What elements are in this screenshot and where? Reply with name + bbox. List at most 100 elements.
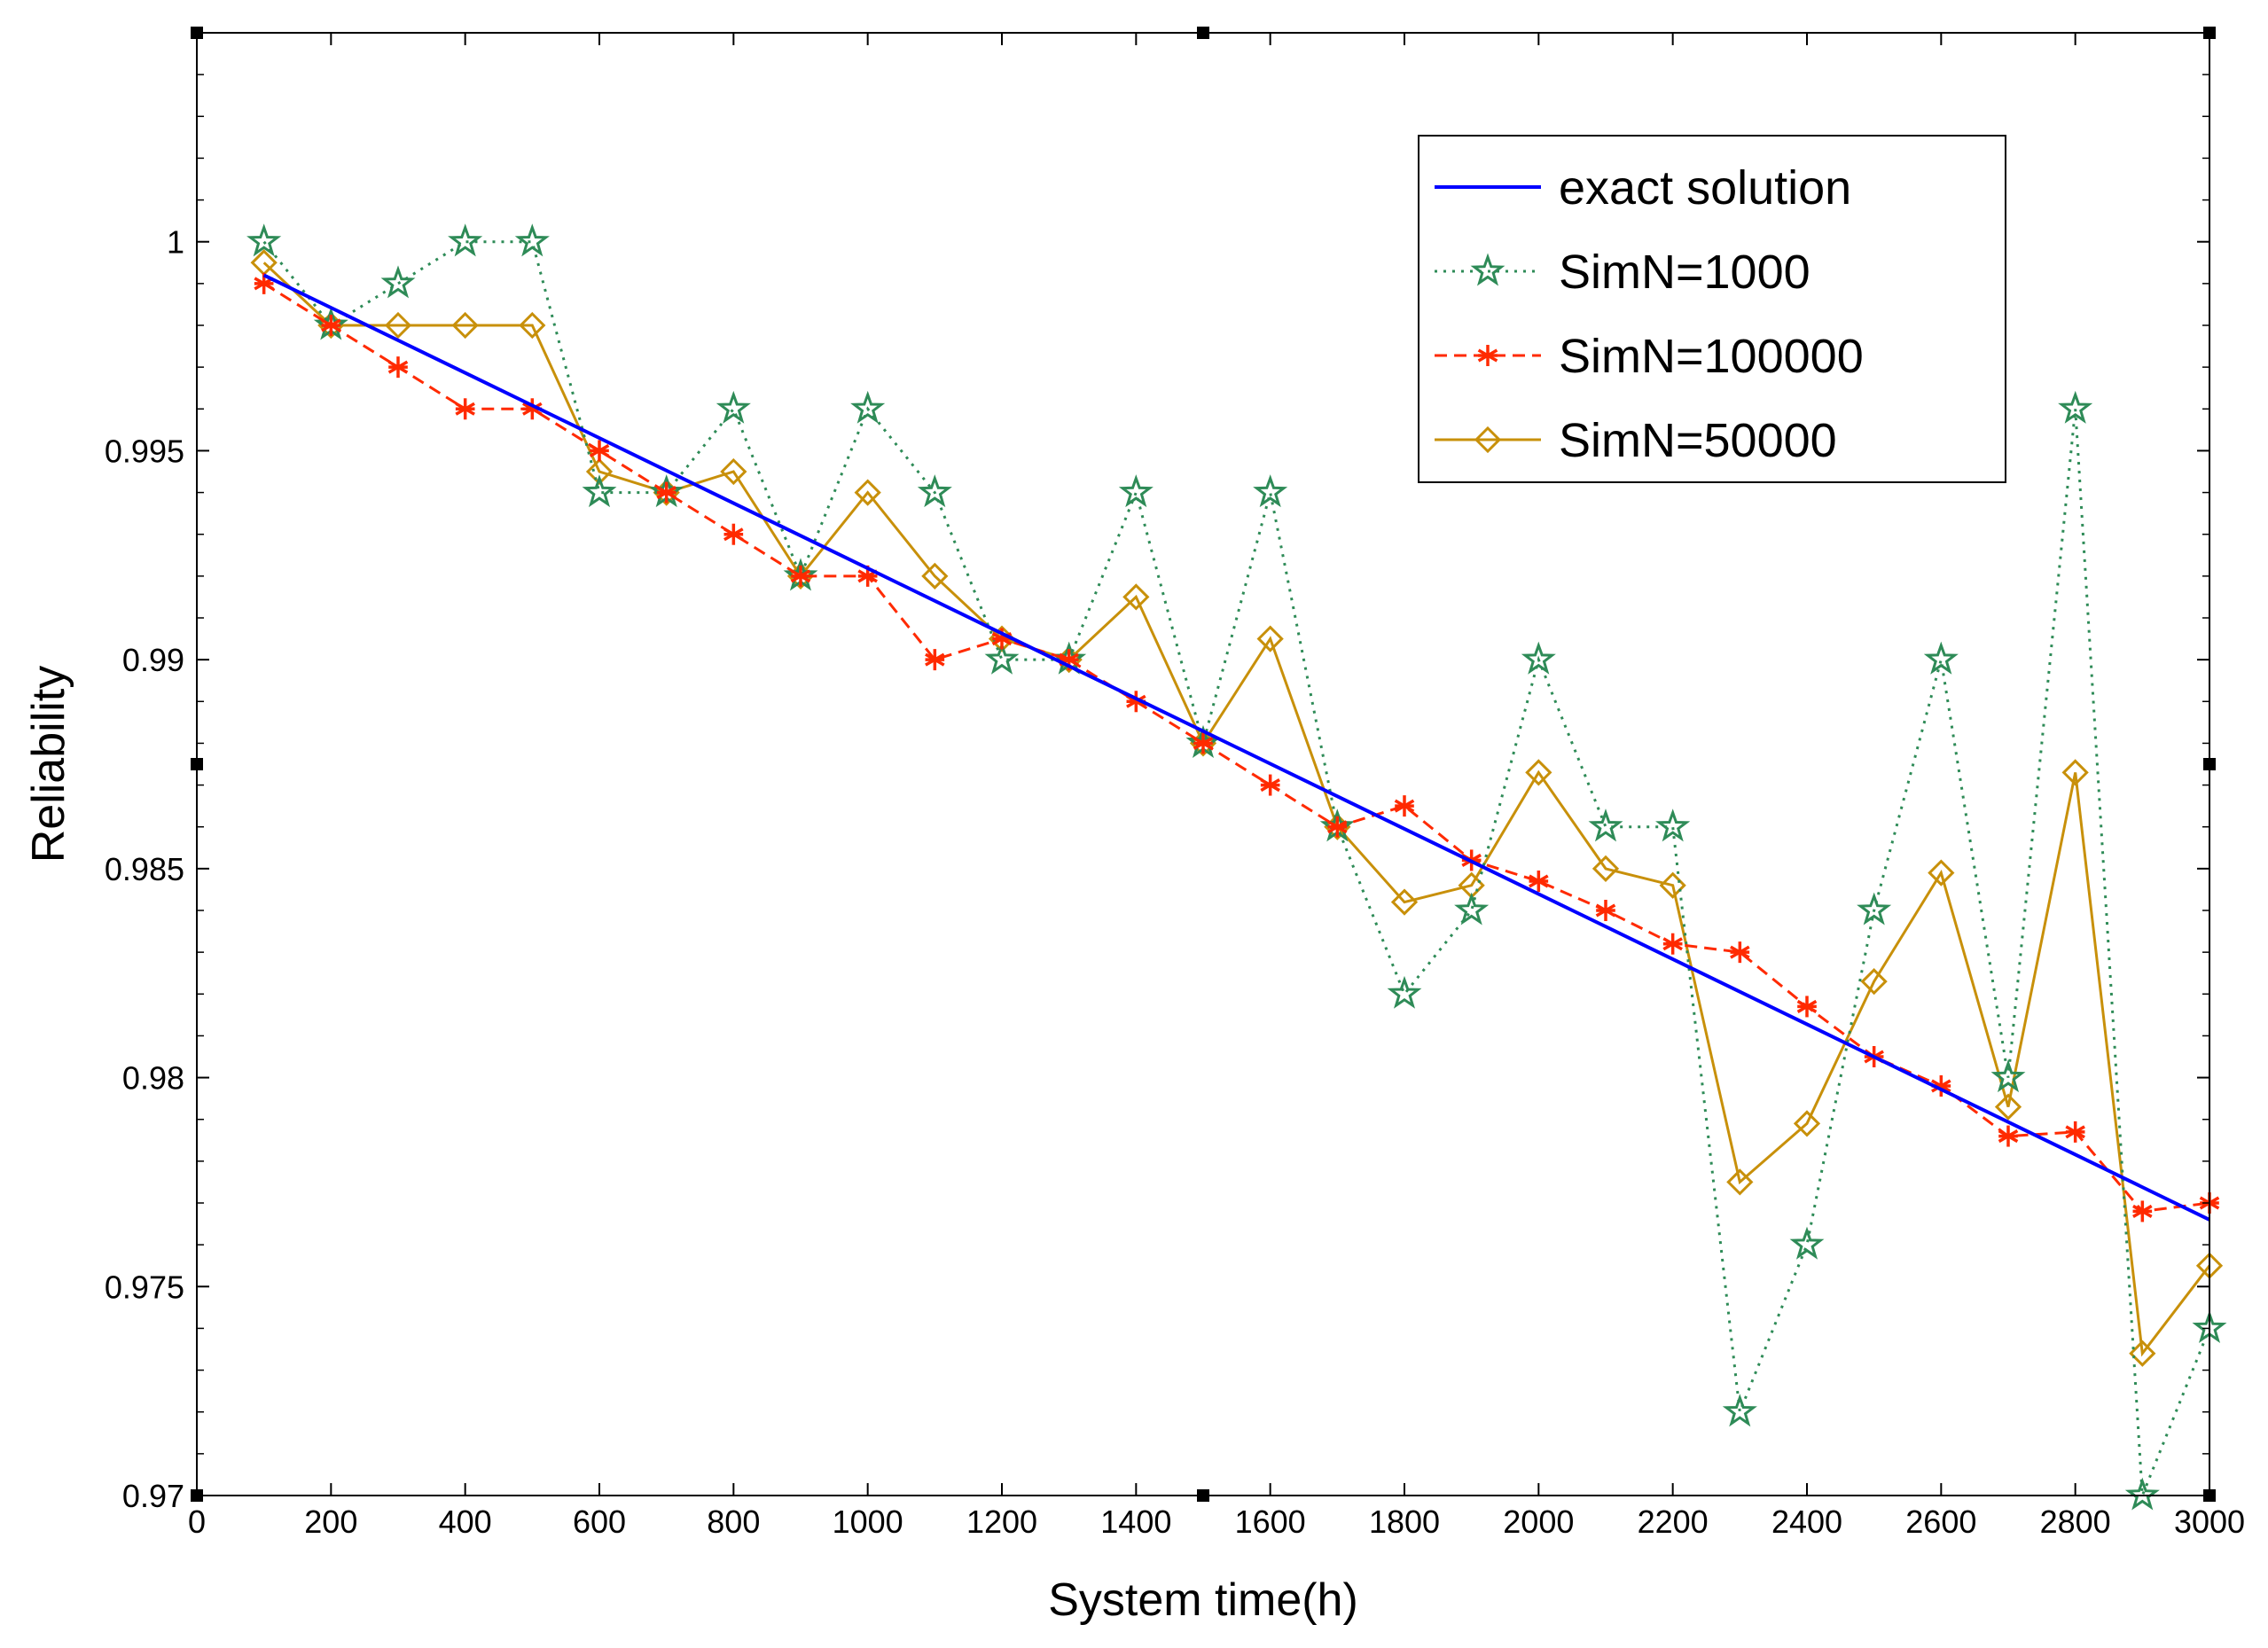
data-point-asterisk [656,481,676,504]
data-point-diamond [1860,968,1888,996]
x-tick-label: 3000 [2174,1504,2245,1540]
legend-label: SimN=50000 [1559,414,1837,467]
y-tick-label: 0.97 [122,1478,184,1514]
x-tick-label: 2800 [2040,1504,2111,1540]
data-point-star [1454,892,1490,926]
data-point-diamond [1474,426,1502,454]
x-tick-label: 600 [573,1504,626,1540]
x-tick-label: 2600 [1905,1504,1976,1540]
data-point-diamond [1122,583,1150,611]
data-point-asterisk [387,356,409,379]
legend-entry: SimN=100000 [1435,330,1864,383]
data-point-asterisk [455,398,475,420]
data-point-star [1857,892,1892,926]
legend-box [1418,135,2006,483]
x-tick-label: 1800 [1369,1504,1440,1540]
data-point-diamond [2061,759,2089,786]
data-point-star [2124,1477,2160,1511]
legend-entry: exact solution [1435,161,1851,215]
series-line [262,273,2210,1222]
data-point-star [1470,253,1505,286]
x-axis-ticks: 0 200 400 600 800 1000 1200 1400 1600 1800 2000 220… [188,33,2245,1540]
data-point-star [984,641,1020,675]
data-point-star [917,474,952,508]
x-tick-label: 2000 [1503,1504,1574,1540]
data-point-asterisk [723,523,744,545]
data-point-star [1655,808,1691,842]
data-point-star [1722,1394,1757,1427]
x-tick-label: 200 [304,1504,357,1540]
data-point-asterisk [1327,816,1348,838]
data-point-star [514,223,550,257]
y-tick-label: 0.985 [105,851,184,887]
frame-handle [1197,1489,1209,1502]
series-line [262,262,2211,1357]
data-point-star [380,265,416,299]
data-point-diamond [1659,871,1686,899]
data-point-asterisk [1796,996,1818,1018]
series-0 [262,273,2210,1222]
y-tick-label: 1 [167,224,184,261]
data-point-star [1588,808,1623,842]
data-point-star [1118,474,1154,508]
series-1 [246,223,2227,1511]
data-point-asterisk [1662,933,1683,955]
data-point-star [1253,474,1288,508]
x-tick-label: 2400 [1771,1504,1842,1540]
data-point-diamond [1928,859,1955,886]
data-point-diamond [1390,888,1419,916]
legend-entry: SimN=1000 [1435,246,1810,299]
data-point-asterisk [2132,1200,2153,1222]
data-point-asterisk [1394,795,1415,817]
y-tick-label: 0.975 [105,1269,184,1305]
legend-label: SimN=100000 [1559,330,1864,383]
x-tick-label: 1600 [1235,1504,1306,1540]
data-point-diamond [1525,759,1552,786]
x-tick-label: 1400 [1100,1504,1171,1540]
data-point-star [246,223,282,257]
y-tick-label: 0.995 [105,433,184,469]
data-point-asterisk [1529,871,1549,892]
data-point-asterisk [589,440,610,462]
data-point-diamond [1256,625,1284,652]
x-tick-label: 2200 [1638,1504,1709,1540]
data-point-star [582,474,617,508]
x-tick-label: 1200 [966,1504,1037,1540]
series-line [262,240,2211,1496]
data-point-star [716,390,751,424]
y-tick-label: 0.98 [122,1060,184,1097]
x-axis-title: System time(h) [1048,1574,1358,1626]
data-point-asterisk [1477,345,1498,366]
data-point-asterisk [522,398,543,420]
data-point-diamond [384,311,412,340]
data-point-star [448,223,483,257]
data-point-star [1789,1226,1825,1260]
data-point-star [1387,975,1422,1009]
data-point-asterisk [925,649,945,671]
frame-handle [1197,27,1209,39]
data-point-star [1521,641,1556,675]
y-tick-label: 0.99 [122,642,184,678]
data-point-star [1990,1059,2026,1093]
x-tick-label: 0 [188,1504,206,1540]
data-point-diamond [1994,1093,2022,1121]
y-axis-title: Reliability [23,666,74,863]
data-point-diamond [1592,855,1620,882]
data-point-diamond [921,562,949,590]
series-layer [246,223,2227,1511]
data-point-asterisk [1193,732,1214,754]
data-point-star [1923,641,1959,675]
x-tick-label: 800 [707,1504,760,1540]
frame-handle [2203,758,2216,770]
data-point-asterisk [1260,774,1280,796]
data-point-diamond [2129,1339,2156,1367]
data-point-diamond [1726,1168,1754,1196]
data-point-asterisk [1730,941,1750,964]
data-point-star [2058,390,2093,424]
data-point-asterisk [1998,1125,2019,1147]
legend-label: SimN=1000 [1559,246,1810,299]
x-tick-label: 400 [439,1504,492,1540]
legend-label: exact solution [1559,161,1851,215]
frame-handle [191,758,203,770]
